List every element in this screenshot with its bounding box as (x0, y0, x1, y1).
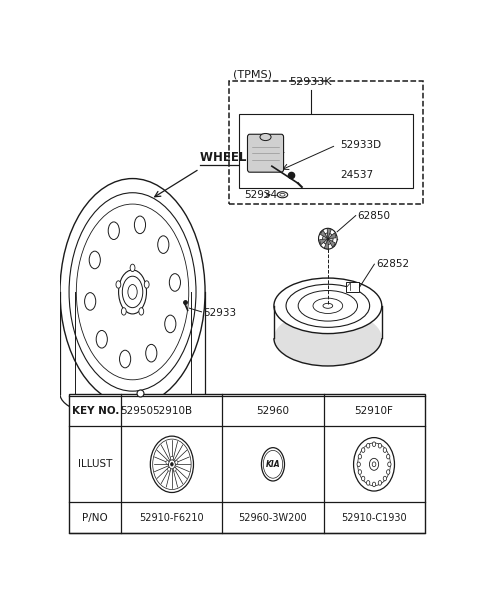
Text: 52910B: 52910B (152, 406, 192, 416)
Ellipse shape (323, 233, 333, 245)
Text: 52960: 52960 (256, 406, 289, 416)
Text: 52933D: 52933D (340, 140, 381, 150)
Ellipse shape (169, 273, 180, 291)
Wedge shape (328, 233, 336, 239)
Ellipse shape (170, 463, 173, 466)
Bar (347, 282, 360, 293)
Ellipse shape (166, 460, 169, 464)
Ellipse shape (170, 456, 173, 460)
Ellipse shape (264, 450, 283, 478)
Ellipse shape (386, 454, 390, 459)
Ellipse shape (153, 439, 191, 490)
Ellipse shape (119, 270, 146, 314)
Ellipse shape (84, 293, 96, 310)
Ellipse shape (388, 462, 391, 466)
Ellipse shape (286, 284, 370, 328)
Bar (69, 394, 424, 532)
Text: 24537: 24537 (340, 170, 373, 180)
Ellipse shape (378, 444, 382, 448)
Ellipse shape (383, 448, 386, 453)
Ellipse shape (121, 308, 126, 315)
Ellipse shape (319, 228, 337, 249)
Ellipse shape (175, 460, 178, 464)
Text: 52934: 52934 (244, 190, 277, 200)
Ellipse shape (370, 459, 379, 471)
Ellipse shape (60, 178, 205, 405)
Wedge shape (327, 228, 331, 239)
Ellipse shape (168, 468, 170, 471)
Ellipse shape (130, 264, 135, 272)
Ellipse shape (165, 315, 176, 333)
Ellipse shape (361, 448, 365, 453)
Ellipse shape (323, 304, 333, 308)
Ellipse shape (128, 284, 137, 299)
Ellipse shape (76, 204, 189, 380)
Ellipse shape (313, 298, 343, 314)
Ellipse shape (358, 443, 390, 486)
Ellipse shape (367, 481, 370, 485)
Ellipse shape (274, 311, 382, 366)
Ellipse shape (96, 331, 108, 348)
Ellipse shape (358, 454, 361, 459)
Text: ILLUST: ILLUST (78, 459, 112, 469)
Text: 52910-F6210: 52910-F6210 (140, 513, 204, 522)
Ellipse shape (168, 460, 175, 469)
Ellipse shape (144, 281, 149, 288)
Bar (239, 114, 413, 188)
Bar (229, 81, 423, 204)
Ellipse shape (60, 368, 205, 419)
Ellipse shape (122, 276, 143, 308)
Ellipse shape (274, 278, 382, 334)
Text: (TPMS): (TPMS) (233, 70, 272, 80)
Text: KIA: KIA (265, 460, 280, 469)
Text: 62850: 62850 (358, 210, 391, 221)
Ellipse shape (134, 216, 145, 234)
Ellipse shape (361, 476, 365, 481)
Ellipse shape (158, 236, 169, 254)
Ellipse shape (116, 281, 121, 288)
Ellipse shape (280, 194, 285, 196)
Text: 52960-3W200: 52960-3W200 (239, 513, 307, 522)
Ellipse shape (383, 476, 386, 481)
Ellipse shape (260, 133, 271, 141)
Wedge shape (320, 239, 328, 245)
Ellipse shape (358, 470, 361, 474)
Text: KEY NO.: KEY NO. (72, 406, 119, 416)
Ellipse shape (386, 470, 390, 474)
Ellipse shape (173, 468, 176, 471)
Ellipse shape (108, 222, 120, 240)
Ellipse shape (262, 448, 285, 481)
Ellipse shape (139, 308, 144, 315)
Ellipse shape (277, 192, 288, 198)
Ellipse shape (357, 462, 360, 466)
Ellipse shape (146, 344, 157, 362)
Text: 52910-C1930: 52910-C1930 (341, 513, 407, 522)
Text: 62852: 62852 (376, 259, 409, 269)
Text: 52950: 52950 (120, 406, 153, 415)
Ellipse shape (367, 444, 370, 448)
Text: 52933: 52933 (204, 308, 237, 318)
Text: WHEEL ASSY: WHEEL ASSY (200, 151, 284, 164)
Ellipse shape (69, 193, 196, 391)
FancyBboxPatch shape (248, 134, 284, 172)
Ellipse shape (298, 290, 358, 321)
Ellipse shape (372, 442, 376, 447)
Ellipse shape (150, 436, 193, 492)
Wedge shape (324, 239, 328, 249)
Ellipse shape (372, 462, 376, 467)
Wedge shape (328, 239, 335, 247)
Wedge shape (321, 230, 328, 239)
Ellipse shape (120, 350, 131, 368)
Ellipse shape (372, 482, 376, 487)
Text: P/NO: P/NO (83, 513, 108, 522)
Text: 52910F: 52910F (355, 406, 394, 416)
Ellipse shape (89, 251, 100, 269)
Ellipse shape (378, 481, 382, 485)
Text: 52933K: 52933K (289, 78, 332, 87)
Ellipse shape (354, 438, 395, 491)
